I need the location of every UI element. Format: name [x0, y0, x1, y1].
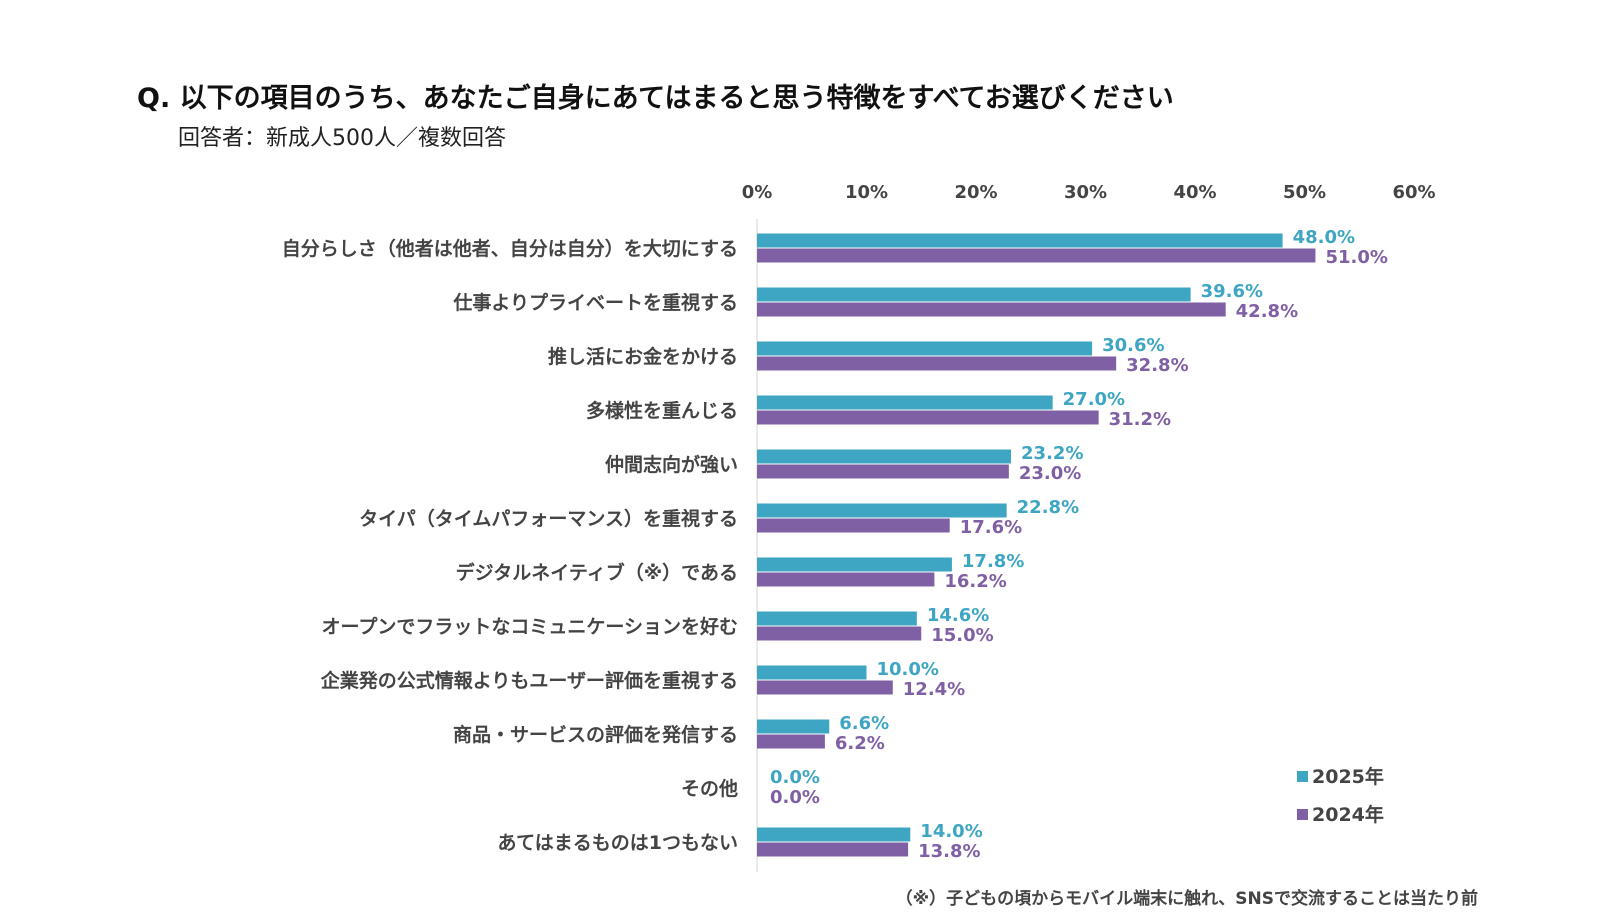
bar-2025 [757, 503, 1007, 518]
x-tick-label: 60% [1392, 182, 1435, 203]
data-label-2025: 39.6% [1201, 281, 1263, 302]
data-label-2024: 42.8% [1236, 301, 1298, 322]
bar-2025 [757, 449, 1012, 464]
bar-2025 [757, 233, 1283, 248]
data-label-2024: 32.8% [1126, 355, 1188, 376]
bar-2025 [757, 611, 917, 626]
data-label-2024: 23.0% [1019, 463, 1081, 484]
bar-2024 [757, 356, 1117, 371]
category-label: 企業発の公式情報よりもユーザー評価を重視する [320, 669, 738, 692]
bar-2024 [757, 518, 950, 533]
data-label-2024: 31.2% [1109, 409, 1171, 430]
category-label: オープンでフラットなコミュニケーションを好む [322, 615, 738, 638]
bar-2024 [757, 302, 1226, 317]
data-label-2025: 30.6% [1102, 335, 1164, 356]
bar-2025 [757, 665, 867, 680]
data-label-2025: 0.0% [770, 767, 820, 788]
category-label: デジタルネイティブ（※）である [456, 561, 738, 584]
data-label-2024: 6.2% [835, 733, 885, 754]
bar-2025 [757, 557, 952, 572]
bar-2024 [757, 680, 893, 695]
bar-2025 [757, 287, 1191, 302]
data-label-2025: 27.0% [1063, 389, 1125, 410]
data-label-2024: 0.0% [770, 787, 820, 808]
x-tick-label: 10% [845, 182, 888, 203]
data-label-2025: 14.0% [920, 821, 982, 842]
bar-2024 [757, 464, 1009, 479]
bar-2025 [757, 341, 1093, 356]
bar-2025 [757, 395, 1053, 410]
category-label: タイパ（タイムパフォーマンス）を重視する [359, 507, 738, 530]
category-label: あてはまるものは1つもない [498, 832, 738, 854]
bar-2024 [757, 842, 909, 857]
chart-title: Q. 以下の項目のうち、あなたご自身にあてはまると思う特徴をすべてお選びください [137, 83, 1174, 114]
bar-2024 [757, 626, 922, 641]
x-tick-label: 30% [1064, 182, 1107, 203]
category-label: その他 [681, 777, 738, 800]
legend-swatch [1297, 809, 1308, 820]
bar-2024 [757, 734, 825, 749]
bar-2024 [757, 572, 935, 587]
category-label: 商品・サービスの評価を発信する [453, 723, 738, 746]
legend-label: 2024年 [1312, 803, 1384, 826]
category-label: 自分らしさ（他者は他者、自分は自分）を大切にする [282, 237, 738, 260]
data-label-2025: 22.8% [1017, 497, 1079, 518]
category-label: 仕事よりプライベートを重視する [452, 291, 738, 314]
category-label: 多様性を重んじる [586, 399, 738, 422]
data-label-2025: 10.0% [877, 659, 939, 680]
data-label-2025: 6.6% [839, 713, 889, 734]
data-label-2024: 17.6% [960, 517, 1022, 538]
data-label-2025: 17.8% [962, 551, 1024, 572]
bar-2025 [757, 719, 830, 734]
data-label-2025: 14.6% [927, 605, 989, 626]
data-label-2025: 48.0% [1293, 227, 1355, 248]
category-label: 推し活にお金をかける [548, 345, 738, 368]
chart-subtitle: 回答者：新成人500人／複数回答 [178, 126, 506, 151]
x-tick-label: 50% [1283, 182, 1326, 203]
bar-2025 [757, 827, 911, 842]
x-tick-label: 0% [742, 182, 773, 203]
x-tick-label: 40% [1173, 182, 1216, 203]
bar-2024 [757, 410, 1099, 425]
data-label-2024: 13.8% [918, 841, 980, 862]
data-label-2025: 23.2% [1021, 443, 1083, 464]
data-label-2024: 16.2% [944, 571, 1006, 592]
bar-2024 [757, 248, 1316, 263]
data-label-2024: 51.0% [1325, 247, 1387, 268]
legend-swatch [1297, 771, 1308, 782]
legend-label: 2025年 [1312, 765, 1384, 788]
data-label-2024: 12.4% [903, 679, 965, 700]
data-label-2024: 15.0% [931, 625, 993, 646]
footnote: （※）子どもの頃からモバイル端末に触れ、SNSで交流することは当たり前 [895, 889, 1478, 909]
x-tick-label: 20% [954, 182, 997, 203]
category-label: 仲間志向が強い [605, 453, 738, 476]
